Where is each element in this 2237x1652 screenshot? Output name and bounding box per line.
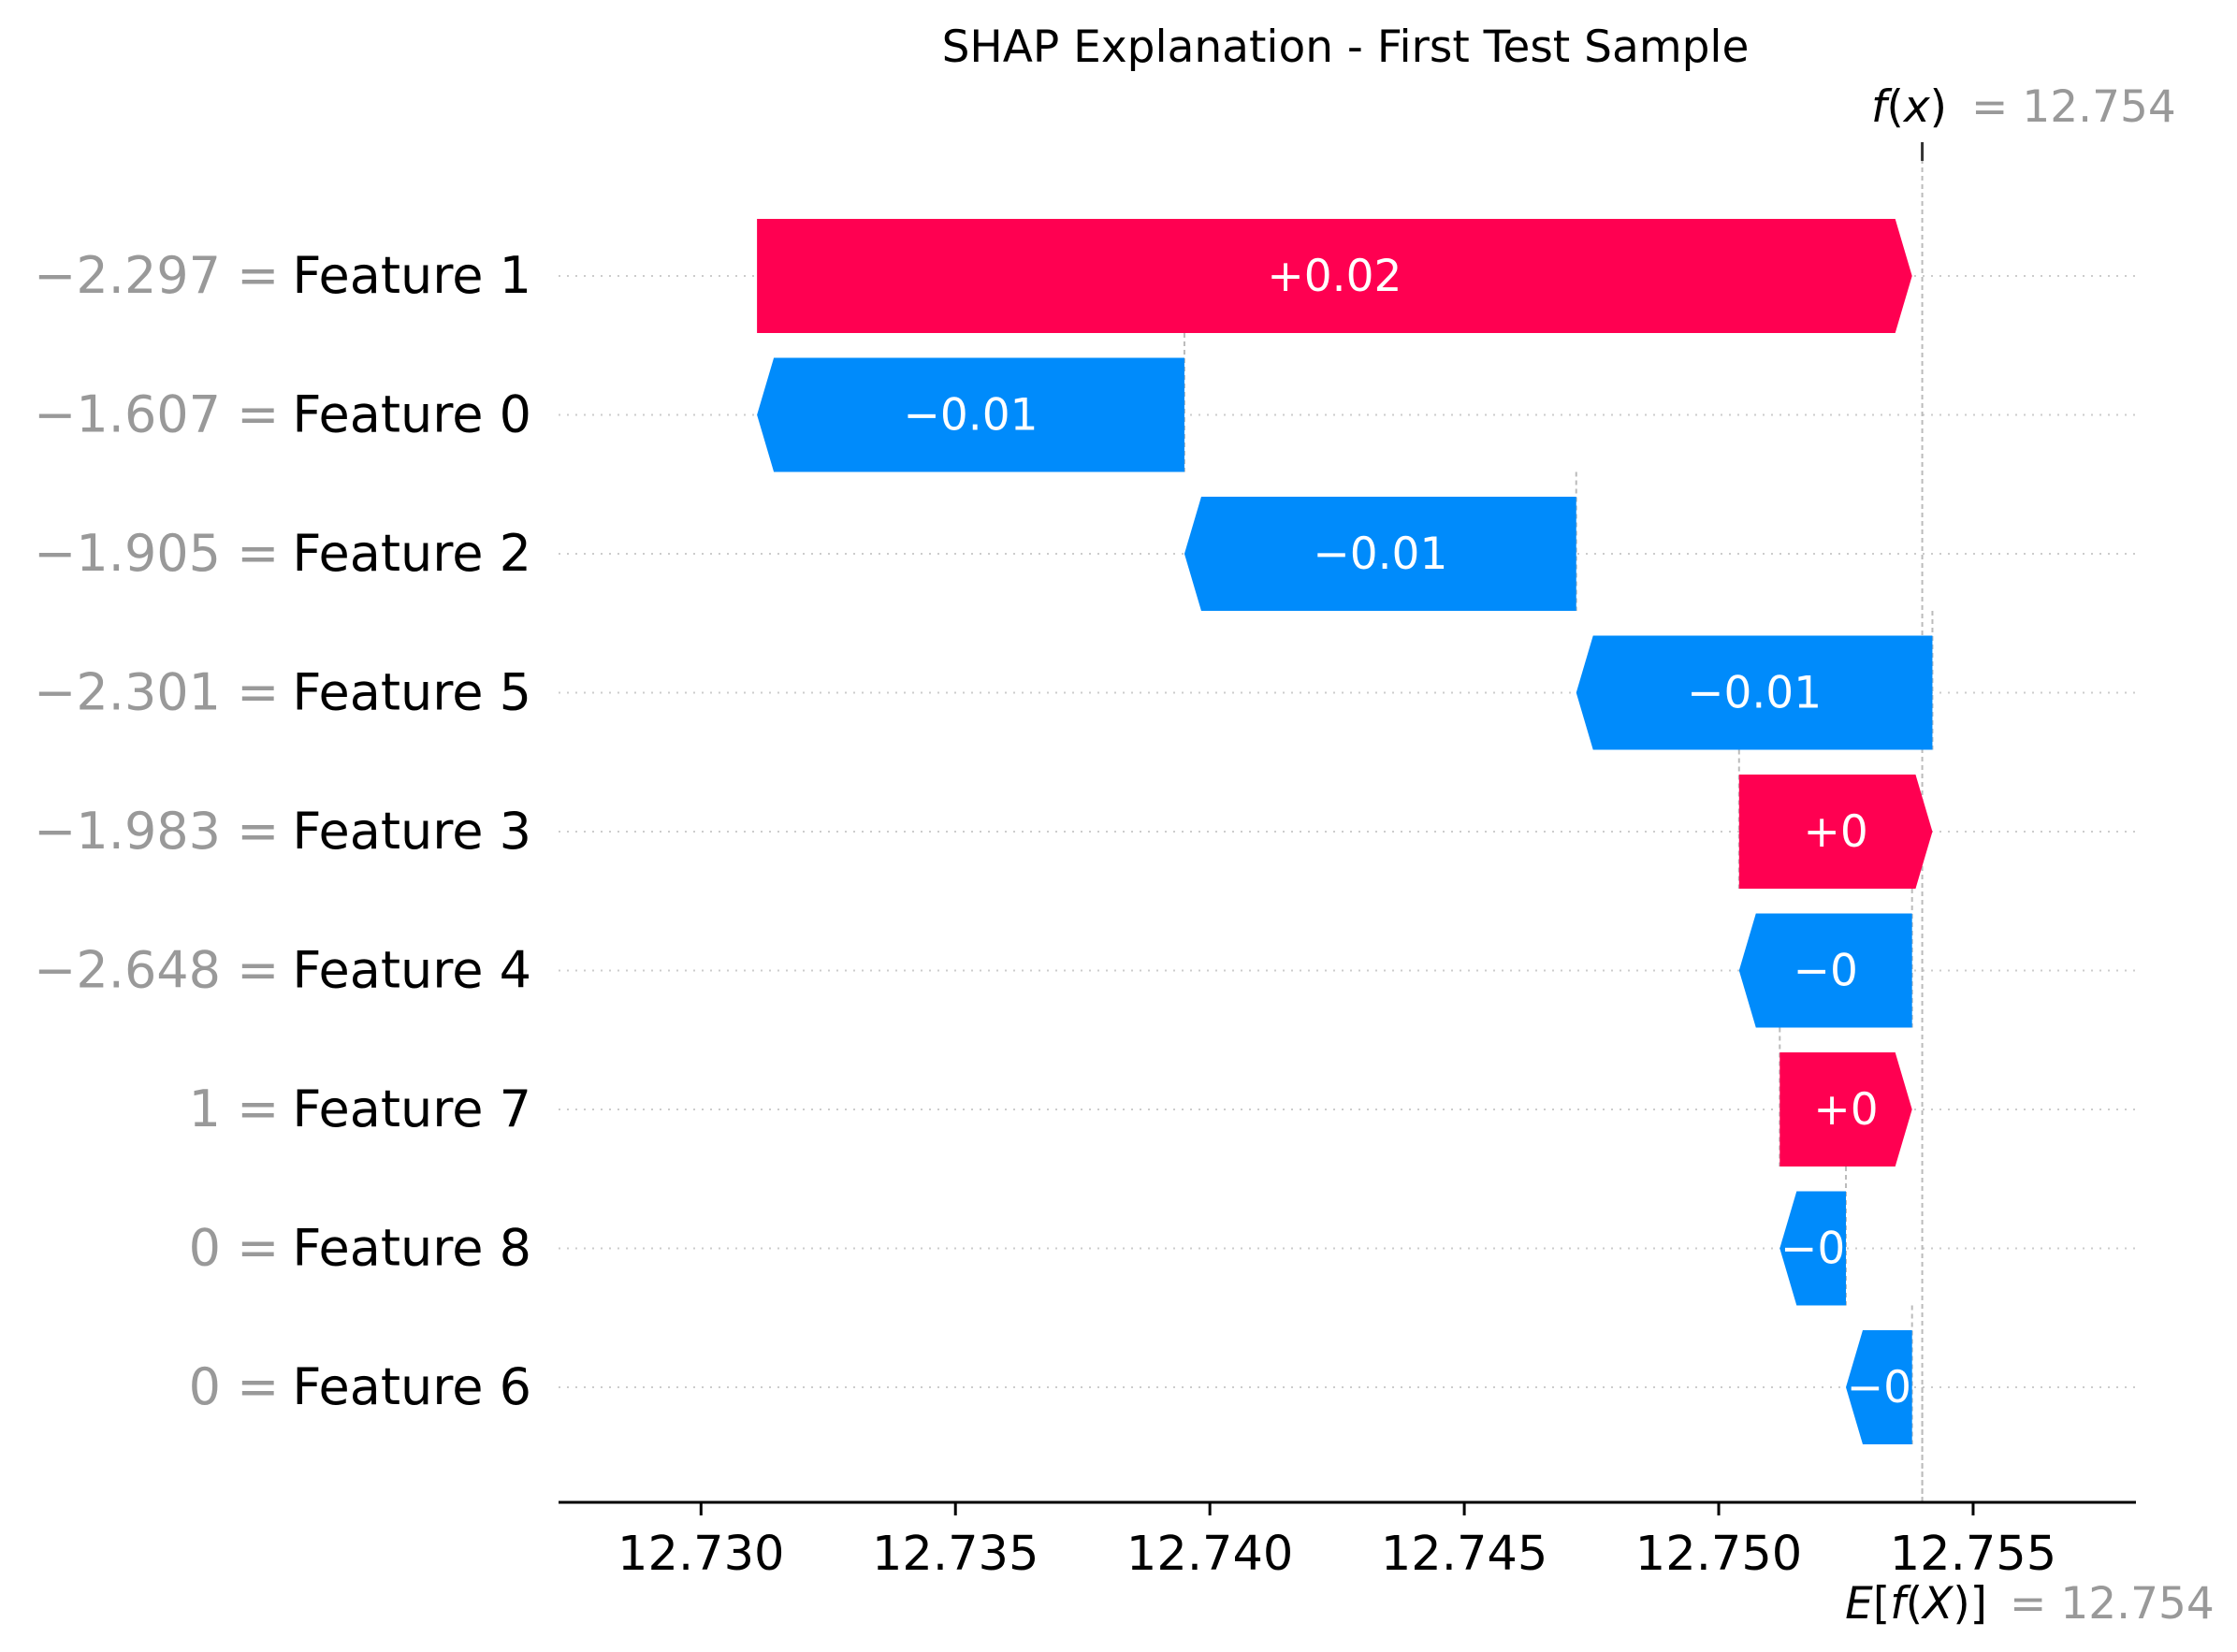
x-tick-label: 12.745 [1381,1527,1547,1582]
base-value-label: E[f(X)] = 12.754 [1845,1578,2215,1630]
x-axis-ticks: 12.730 12.735 12.740 12.745 12.750 12.755 [617,1502,2056,1582]
feature-value: −2.297 = [34,246,279,305]
feature-value: 1 = [189,1080,280,1138]
feature-value: −2.301 = [34,663,279,722]
feature-name: Feature 8 [292,1219,531,1278]
feature-value: 0 = [189,1219,280,1278]
feature-value: 0 = [189,1357,280,1416]
feature-value: −2.648 = [34,941,279,1000]
bar-value-label: +0 [1803,806,1867,858]
bar-value-label: −0.01 [904,390,1039,442]
feature-name: Feature 7 [292,1080,531,1138]
base-label: E[f(X)] [1845,1578,1987,1630]
feature-name: Feature 2 [292,524,531,583]
feature-name: Feature 5 [292,663,531,722]
waterfall-bar [1738,775,1933,889]
feature-labels: Feature 1−2.297 = Feature 0−1.607 = Featur… [34,246,531,1416]
output-value-label: f(x) = 12.754 [1871,81,2176,133]
bar-value-label: −0 [1847,1362,1911,1413]
bar-value-label: +0 [1813,1084,1878,1136]
feature-name: Feature 6 [292,1357,531,1416]
x-tick-label: 12.735 [872,1527,1039,1582]
x-tick-label: 12.730 [617,1527,784,1582]
feature-value: −1.607 = [34,385,279,444]
chart-title: SHAP Explanation - First Test Sample [942,22,1750,73]
x-tick-label: 12.740 [1126,1527,1293,1582]
feature-value: −1.983 = [34,802,279,861]
waterfall-bar [757,219,1912,333]
bar-value-label: −0.01 [1687,668,1822,719]
x-axis: 12.730 12.735 12.740 12.745 12.750 12.755 [559,1500,2136,1582]
feature-name: Feature 3 [292,802,531,861]
bar-value-label: −0 [1780,1224,1845,1275]
bar-value-label: −0.01 [1313,529,1447,580]
x-tick-label: 12.750 [1635,1527,1802,1582]
waterfall-bar [757,357,1184,472]
waterfall-bar [1779,1052,1912,1167]
output-value: = 12.754 [1971,81,2176,133]
waterfall-bar [1184,497,1576,611]
base-value: = 12.754 [2010,1578,2215,1630]
feature-name: Feature 4 [292,941,531,1000]
feature-name: Feature 1 [292,246,531,305]
feature-name: Feature 0 [292,385,531,444]
bar-value-label: −0 [1794,946,1858,997]
waterfall-bar [1576,635,1933,750]
bar-value-label: +0.02 [1267,251,1402,302]
waterfall-bar [1738,913,1912,1028]
x-tick-label: 12.755 [1890,1527,2056,1582]
feature-value: −1.905 = [34,524,279,583]
waterfall-bar [1779,1191,1846,1306]
waterfall-bar [1845,1330,1912,1444]
output-label: f(x) [1871,81,1947,133]
bars: +0.02 −0.01 −0.01 −0.01 +0 −0 +0 −0 −0 [757,219,1933,1444]
